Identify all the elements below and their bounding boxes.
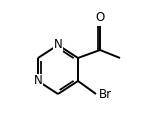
- Text: Br: Br: [99, 87, 112, 100]
- Text: N: N: [34, 75, 42, 87]
- Text: O: O: [95, 11, 105, 24]
- Text: N: N: [54, 39, 62, 51]
